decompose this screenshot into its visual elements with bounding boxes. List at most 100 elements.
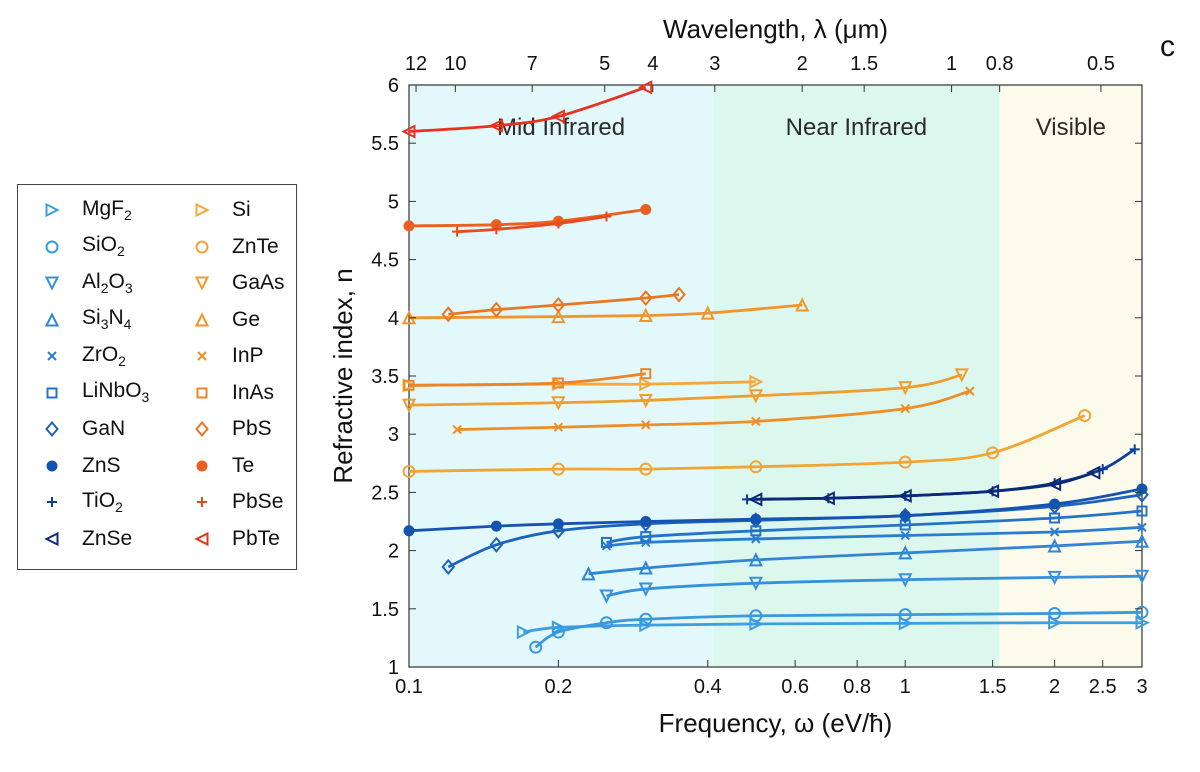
spectral-regions: Mid Infrared Near Infrared Visible <box>409 85 1142 667</box>
legend-marker-icon <box>195 202 210 218</box>
legend-label: InP <box>232 344 264 367</box>
top-tick-label: 0.5 <box>1087 53 1115 75</box>
data-point <box>197 497 207 507</box>
series-10 <box>748 465 1101 507</box>
data-point <box>552 377 564 389</box>
x-tick-label: 0.6 <box>781 676 809 698</box>
y-tick-label: 4 <box>388 308 399 330</box>
data-point <box>194 311 210 326</box>
top-tick-label: 1.5 <box>850 53 878 75</box>
data-point <box>986 446 1000 460</box>
y-tick-label: 2.5 <box>371 482 399 504</box>
series-19 <box>452 211 612 237</box>
data-point <box>1135 605 1149 619</box>
x-tick-label: 1 <box>900 676 911 698</box>
x-tick-label: 2 <box>1049 676 1060 698</box>
data-point <box>45 240 59 253</box>
data-point <box>900 403 910 414</box>
legend-marker-icon <box>46 460 58 471</box>
data-point <box>897 488 912 504</box>
panel-letter: c <box>1160 30 1175 63</box>
data-point <box>748 389 763 404</box>
data-point <box>197 351 207 361</box>
data-point <box>47 497 57 507</box>
series-line <box>408 303 803 320</box>
data-point <box>751 416 761 427</box>
axis-labels: Frequency, ω (eV/ħ) Wavelength, λ (μm) Ref… <box>328 14 892 738</box>
data-point <box>965 386 975 396</box>
data-point <box>638 560 653 575</box>
legend-label: SiO2 <box>82 233 125 260</box>
x-tick-label: 1.5 <box>979 676 1007 698</box>
data-point <box>44 276 60 291</box>
data-point <box>1046 477 1062 492</box>
data-point <box>898 381 913 396</box>
data-point <box>984 484 1000 499</box>
top-tick-label: 4 <box>647 53 658 75</box>
data-point <box>195 240 209 253</box>
legend-label: GaN <box>82 417 126 440</box>
legend-item: InP <box>190 341 264 371</box>
series-15 <box>452 386 975 435</box>
series-line <box>534 610 1143 649</box>
data-point <box>1048 606 1062 620</box>
data-point <box>641 537 651 548</box>
data-point <box>1049 527 1060 537</box>
data-point <box>749 609 763 623</box>
series-12 <box>402 409 1092 478</box>
series-20 <box>401 80 653 139</box>
data-point <box>452 424 462 435</box>
series-line <box>755 471 1095 501</box>
data-point <box>1135 615 1150 630</box>
legend-marker-icon <box>44 311 60 326</box>
data-point <box>641 420 651 430</box>
data-point <box>516 624 532 640</box>
data-point <box>899 510 911 522</box>
legend-item: GaN <box>40 414 125 444</box>
data-point <box>898 545 913 560</box>
legend-marker-icon <box>194 311 210 326</box>
legend-item: Si <box>190 195 251 225</box>
data-point <box>1129 444 1140 455</box>
region-label: Near Infrared <box>786 114 927 141</box>
top-tick-label: 10 <box>444 53 466 75</box>
series-line <box>523 621 1143 634</box>
legend-marker-icon <box>196 387 208 398</box>
y-tick-label: 2 <box>388 541 399 563</box>
y-axis-title: Refractive index, n <box>328 268 358 483</box>
series-14 <box>401 297 810 325</box>
legend-marker-icon <box>196 460 208 471</box>
legend-item: PbS <box>190 414 272 444</box>
data-point <box>795 297 810 312</box>
legend-item: Ge <box>190 305 260 335</box>
x-tick-label: 0.1 <box>395 676 423 698</box>
legend-label: Te <box>232 453 255 477</box>
y-tick-label: 5 <box>388 191 399 213</box>
data-point <box>1049 498 1061 510</box>
x-tick-label: 0.8 <box>843 676 871 698</box>
top-tick-label: 7 <box>527 53 538 75</box>
legend-label: GaAs <box>232 271 285 294</box>
data-point <box>552 518 564 530</box>
series-3 <box>599 569 1150 604</box>
series-8 <box>403 483 1148 537</box>
data-point <box>553 218 564 229</box>
top-tick-label: 1 <box>946 53 957 75</box>
data-point <box>638 307 653 322</box>
data-point <box>195 202 210 218</box>
region-label: Visible <box>1036 114 1106 141</box>
legend-marker-icon <box>195 240 209 253</box>
legend-item: LiNbO3 <box>40 378 149 408</box>
data-point <box>401 398 417 413</box>
legend-item: ZrO2 <box>40 341 126 371</box>
data-point <box>638 289 653 307</box>
data-point <box>551 620 567 635</box>
data-point <box>491 224 502 235</box>
data-point <box>900 530 910 541</box>
region-band <box>999 85 1142 667</box>
legend-marker-icon <box>46 387 58 398</box>
data-point <box>898 455 912 469</box>
data-point <box>1078 409 1092 423</box>
data-point <box>672 286 686 303</box>
y-tick-label: 3.5 <box>371 366 399 388</box>
